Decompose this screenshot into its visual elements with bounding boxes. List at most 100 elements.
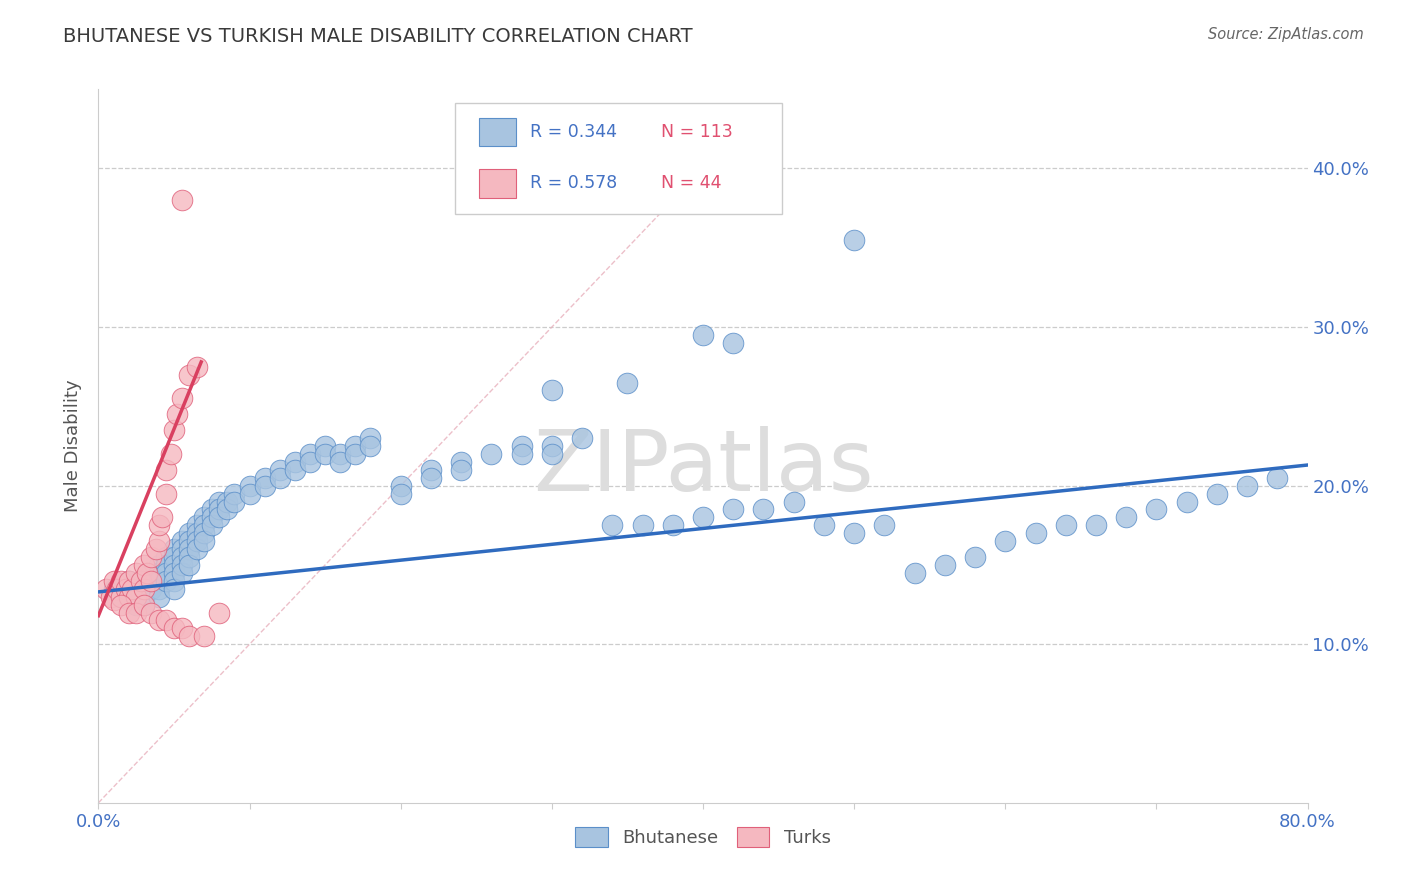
Point [481, 447, 503, 461]
Point [661, 518, 683, 533]
Point [193, 526, 215, 541]
Point [602, 518, 624, 533]
Text: R = 0.578: R = 0.578 [530, 175, 617, 193]
Point [540, 439, 562, 453]
Point [118, 574, 141, 588]
Point [1054, 518, 1077, 533]
Point [110, 574, 132, 588]
Point [114, 582, 136, 596]
Point [163, 542, 186, 557]
Point [1175, 494, 1198, 508]
Point [110, 590, 132, 604]
Point [284, 455, 307, 469]
Point [215, 494, 238, 508]
Point [193, 518, 215, 533]
Text: R = 0.344: R = 0.344 [530, 123, 617, 141]
Point [125, 566, 148, 580]
Text: Source: ZipAtlas.com: Source: ZipAtlas.com [1208, 27, 1364, 42]
Point [110, 590, 132, 604]
Point [132, 582, 155, 596]
Point [692, 510, 714, 524]
Point [1024, 526, 1046, 541]
Point [160, 447, 183, 461]
Point [170, 558, 193, 572]
Point [103, 582, 125, 596]
Point [844, 233, 866, 247]
Point [692, 328, 714, 343]
Point [1144, 502, 1167, 516]
Point [121, 582, 143, 596]
Point [118, 590, 141, 604]
Point [170, 621, 193, 635]
Point [125, 582, 148, 596]
Point [148, 566, 170, 580]
Point [329, 455, 352, 469]
Point [155, 549, 177, 564]
Point [148, 590, 170, 604]
Point [1236, 478, 1258, 492]
Point [179, 542, 201, 557]
Point [148, 518, 170, 533]
Point [163, 621, 186, 635]
Point [132, 574, 155, 588]
Point [186, 359, 208, 374]
Point [344, 447, 367, 461]
Point [813, 518, 835, 533]
Point [329, 447, 352, 461]
Point [360, 439, 382, 453]
Point [170, 193, 193, 207]
Point [314, 447, 336, 461]
Point [132, 598, 155, 612]
Point [186, 518, 208, 533]
Point [141, 574, 163, 588]
Point [389, 478, 412, 492]
Point [145, 542, 167, 557]
Point [299, 455, 322, 469]
Point [94, 582, 117, 596]
Point [616, 376, 638, 390]
Point [186, 534, 208, 549]
Point [994, 534, 1017, 549]
Point [179, 558, 201, 572]
Point [208, 606, 231, 620]
Point [170, 566, 193, 580]
Point [141, 606, 163, 620]
Point [844, 526, 866, 541]
Point [510, 447, 533, 461]
Point [163, 549, 186, 564]
Point [125, 590, 148, 604]
Point [135, 566, 157, 580]
Point [103, 574, 125, 588]
Point [105, 582, 128, 596]
Point [118, 592, 141, 607]
Point [100, 590, 122, 604]
Point [389, 486, 412, 500]
Point [571, 431, 593, 445]
Bar [479, 118, 516, 146]
Point [450, 463, 472, 477]
Point [118, 606, 141, 620]
Bar [479, 169, 516, 198]
Point [179, 629, 201, 643]
Point [103, 592, 125, 607]
Point [155, 574, 177, 588]
Point [148, 614, 170, 628]
Point [132, 598, 155, 612]
Point [186, 526, 208, 541]
Point [208, 494, 231, 508]
Point [1267, 471, 1289, 485]
Point [783, 494, 806, 508]
Point [239, 486, 262, 500]
Point [125, 598, 148, 612]
Point [141, 574, 163, 588]
Text: N = 113: N = 113 [661, 123, 733, 141]
Point [141, 549, 163, 564]
Point [155, 566, 177, 580]
Y-axis label: Male Disability: Male Disability [65, 380, 83, 512]
Point [269, 471, 291, 485]
Point [179, 549, 201, 564]
Point [201, 518, 224, 533]
Point [163, 574, 186, 588]
Point [166, 407, 188, 421]
Point [170, 392, 193, 406]
